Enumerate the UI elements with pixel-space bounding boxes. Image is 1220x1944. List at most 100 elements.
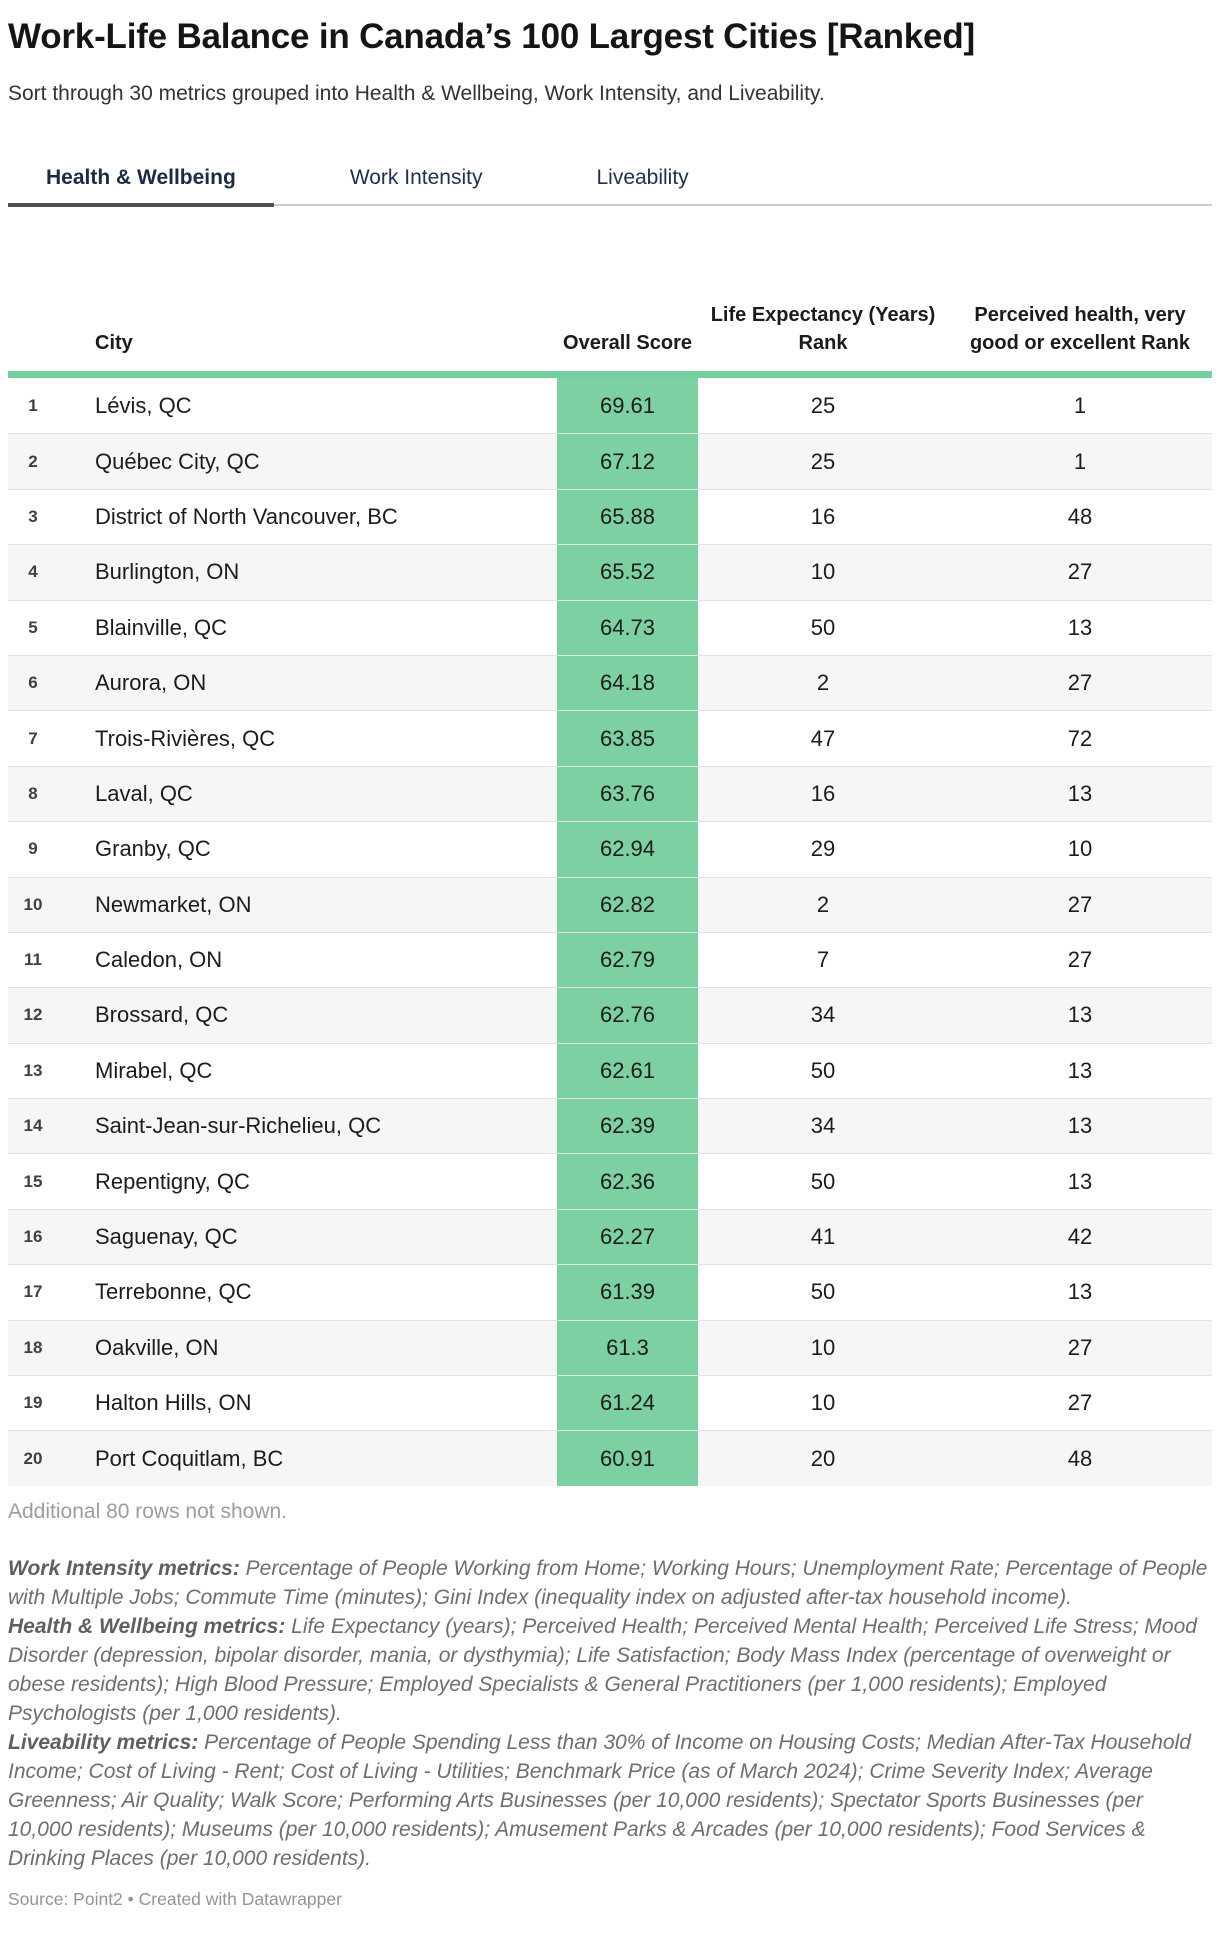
life-expectancy-rank-cell: 34 bbox=[810, 1113, 836, 1139]
table-row: 4 Burlington, ON 65.52 10 27 bbox=[8, 544, 1212, 600]
datawrapper-attribution-link[interactable]: Created with Datawrapper bbox=[138, 1888, 342, 1909]
table-row: 19 Halton Hills, ON 61.24 10 27 bbox=[8, 1375, 1212, 1431]
row-rank: 6 bbox=[28, 673, 38, 693]
row-rank: 8 bbox=[28, 783, 38, 803]
row-rank: 18 bbox=[23, 1337, 43, 1357]
city-cell: Caledon, ON bbox=[95, 947, 223, 973]
table-row: 14 Saint-Jean-sur-Richelieu, QC 62.39 34… bbox=[8, 1098, 1212, 1154]
overall-score-cell: 62.82 bbox=[557, 877, 698, 932]
work-intensity-note-label: Work Intensity metrics: bbox=[8, 1556, 240, 1580]
page-title: Work-Life Balance in Canada’s 100 Larges… bbox=[8, 17, 975, 56]
city-cell: Oakville, ON bbox=[95, 1334, 219, 1360]
liveability-note-label: Liveability metrics: bbox=[8, 1730, 199, 1754]
table-row: 12 Brossard, QC 62.76 34 13 bbox=[8, 987, 1212, 1043]
city-cell: Saint-Jean-sur-Richelieu, QC bbox=[95, 1113, 382, 1139]
city-cell: Laval, QC bbox=[95, 780, 193, 806]
overall-score-cell: 62.61 bbox=[557, 1043, 698, 1099]
city-cell: Trois-Rivières, QC bbox=[95, 725, 276, 751]
perceived-health-rank-cell: 1 bbox=[1073, 392, 1087, 418]
overall-score-cell: 64.18 bbox=[557, 655, 698, 711]
overall-score-cell: 65.52 bbox=[557, 545, 698, 600]
city-cell: Port Coquitlam, BC bbox=[95, 1445, 284, 1471]
perceived-health-rank-cell: 13 bbox=[1067, 1279, 1093, 1305]
column-header-life-expectancy-rank[interactable]: Life Expectancy (Years) Rank bbox=[710, 304, 936, 354]
overall-score-cell: 63.76 bbox=[557, 766, 698, 822]
perceived-health-rank-cell: 48 bbox=[1067, 1445, 1093, 1471]
more-rows-note: Additional 80 rows not shown. bbox=[8, 1499, 287, 1523]
perceived-health-rank-cell: 1 bbox=[1073, 448, 1087, 474]
overall-score-cell: 64.73 bbox=[557, 600, 698, 655]
row-rank: 14 bbox=[23, 1116, 43, 1136]
row-rank: 3 bbox=[28, 506, 38, 526]
city-cell: Newmarket, ON bbox=[95, 891, 252, 917]
city-cell: Lévis, QC bbox=[95, 392, 192, 418]
life-expectancy-rank-cell: 7 bbox=[816, 947, 830, 973]
perceived-health-rank-cell: 27 bbox=[1067, 559, 1093, 585]
table-row: 2 Québec City, QC 67.12 25 1 bbox=[8, 433, 1212, 489]
overall-score-cell: 61.24 bbox=[557, 1376, 698, 1431]
row-rank: 10 bbox=[23, 894, 43, 914]
table-header-row: City Overall Score Life Expectancy (Year… bbox=[8, 206, 1212, 371]
city-cell: Aurora, ON bbox=[95, 670, 207, 696]
table-row: 1 Lévis, QC 69.61 25 1 bbox=[8, 378, 1212, 434]
life-expectancy-rank-cell: 50 bbox=[810, 1057, 836, 1083]
perceived-health-rank-cell: 13 bbox=[1067, 780, 1093, 806]
row-rank: 19 bbox=[23, 1393, 43, 1413]
table-row: 17 Terrebonne, QC 61.39 50 13 bbox=[8, 1264, 1212, 1320]
row-rank: 1 bbox=[28, 395, 38, 415]
city-cell: Saguenay, QC bbox=[95, 1224, 238, 1250]
overall-score-cell: 67.12 bbox=[557, 434, 698, 489]
table-body: 1 Lévis, QC 69.61 25 1 2 Québec City, QC… bbox=[8, 378, 1212, 1486]
rankings-table: City Overall Score Life Expectancy (Year… bbox=[8, 206, 1212, 1486]
table-row: 11 Caledon, ON 62.79 7 27 bbox=[8, 931, 1212, 988]
life-expectancy-rank-cell: 16 bbox=[810, 780, 836, 806]
life-expectancy-rank-cell: 34 bbox=[810, 1002, 836, 1028]
overall-score-cell: 62.39 bbox=[557, 1099, 698, 1154]
table-row: 3 District of North Vancouver, BC 65.88 … bbox=[8, 488, 1212, 545]
overall-score-cell: 62.94 bbox=[557, 822, 698, 877]
table-row: 5 Blainville, QC 64.73 50 13 bbox=[8, 599, 1212, 655]
overall-score-cell: 62.79 bbox=[557, 932, 698, 988]
health-wellbeing-note-label: Health & Wellbeing metrics: bbox=[8, 1614, 286, 1638]
perceived-health-rank-cell: 42 bbox=[1067, 1224, 1093, 1250]
city-cell: Brossard, QC bbox=[95, 1002, 229, 1028]
liveability-note-text: Percentage of People Spending Less than … bbox=[8, 1730, 1191, 1870]
row-rank: 11 bbox=[24, 950, 42, 970]
table-row: 10 Newmarket, ON 62.82 2 27 bbox=[8, 876, 1212, 932]
overall-score-cell: 62.76 bbox=[557, 988, 698, 1043]
row-rank: 9 bbox=[28, 839, 38, 859]
column-header-city[interactable]: City bbox=[95, 332, 133, 354]
header-accent-bar bbox=[8, 371, 1212, 378]
source-text: Source: Point2 bbox=[8, 1888, 123, 1909]
perceived-health-rank-cell: 13 bbox=[1067, 1002, 1093, 1028]
source-line: Source: Point2 • Created with Datawrappe… bbox=[8, 1887, 1212, 1911]
overall-score-cell: 69.61 bbox=[557, 378, 698, 434]
city-cell: Québec City, QC bbox=[95, 448, 260, 474]
life-expectancy-rank-cell: 2 bbox=[816, 891, 830, 917]
table-row: 6 Aurora, ON 64.18 2 27 bbox=[8, 654, 1212, 711]
table-row: 18 Oakville, ON 61.3 10 27 bbox=[8, 1319, 1212, 1376]
table-row: 16 Saguenay, QC 62.27 41 42 bbox=[8, 1208, 1212, 1265]
perceived-health-rank-cell: 72 bbox=[1067, 725, 1093, 751]
perceived-health-rank-cell: 10 bbox=[1067, 836, 1093, 862]
work-intensity-note-text: Percentage of People Working from Home; … bbox=[8, 1556, 1208, 1609]
overall-score-cell: 65.88 bbox=[557, 489, 698, 545]
life-expectancy-rank-cell: 50 bbox=[810, 1279, 836, 1305]
city-cell: Burlington, ON bbox=[95, 559, 240, 585]
row-rank: 2 bbox=[28, 451, 38, 471]
column-header-perceived-health-rank[interactable]: Perceived health, very good or excellent… bbox=[969, 304, 1191, 354]
tab-work-intensity[interactable]: Work Intensity bbox=[349, 166, 483, 189]
row-rank: 7 bbox=[28, 728, 38, 748]
tab-health-wellbeing[interactable]: Health & Wellbeing bbox=[8, 154, 274, 207]
metric-notes: Work Intensity metrics: Percentage of Pe… bbox=[8, 1554, 1212, 1873]
row-rank: 5 bbox=[28, 617, 38, 637]
table-row: 20 Port Coquitlam, BC 60.91 20 48 bbox=[8, 1430, 1212, 1486]
life-expectancy-rank-cell: 47 bbox=[810, 725, 836, 751]
perceived-health-rank-cell: 13 bbox=[1067, 614, 1093, 640]
tab-liveability[interactable]: Liveability bbox=[596, 166, 689, 189]
liveability-note: Liveability metrics: Percentage of Peopl… bbox=[8, 1728, 1212, 1873]
city-cell: Halton Hills, ON bbox=[95, 1390, 252, 1416]
column-header-overall-score[interactable]: Overall Score bbox=[563, 332, 692, 354]
city-cell: Granby, QC bbox=[95, 836, 211, 862]
row-rank: 16 bbox=[23, 1227, 43, 1247]
